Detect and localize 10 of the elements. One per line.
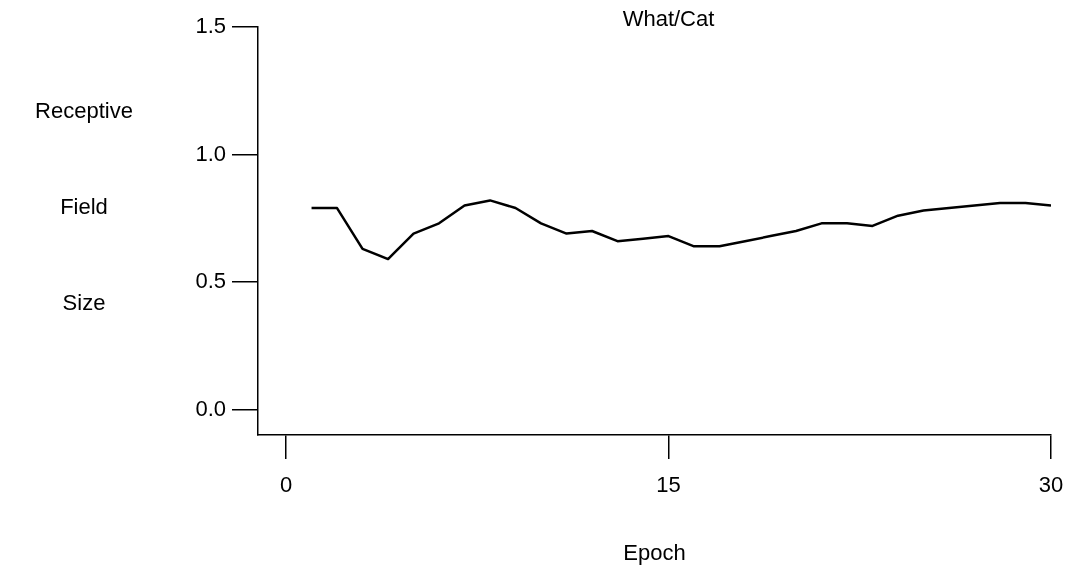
- y-tick-label: 0.0: [195, 395, 226, 421]
- y-tick-label: 0.5: [195, 268, 226, 294]
- x-axis-title: Epoch: [623, 539, 686, 565]
- x-tick-label: 0: [279, 472, 293, 498]
- x-tick-label: 30: [1038, 472, 1064, 498]
- text: Receptive Field Size: [35, 98, 133, 316]
- chart-title: What/Cat: [622, 6, 715, 32]
- y-tick-label: 1.0: [195, 140, 226, 166]
- y-tick-label: 1.5: [195, 13, 226, 39]
- x-tick-label: 15: [656, 472, 681, 498]
